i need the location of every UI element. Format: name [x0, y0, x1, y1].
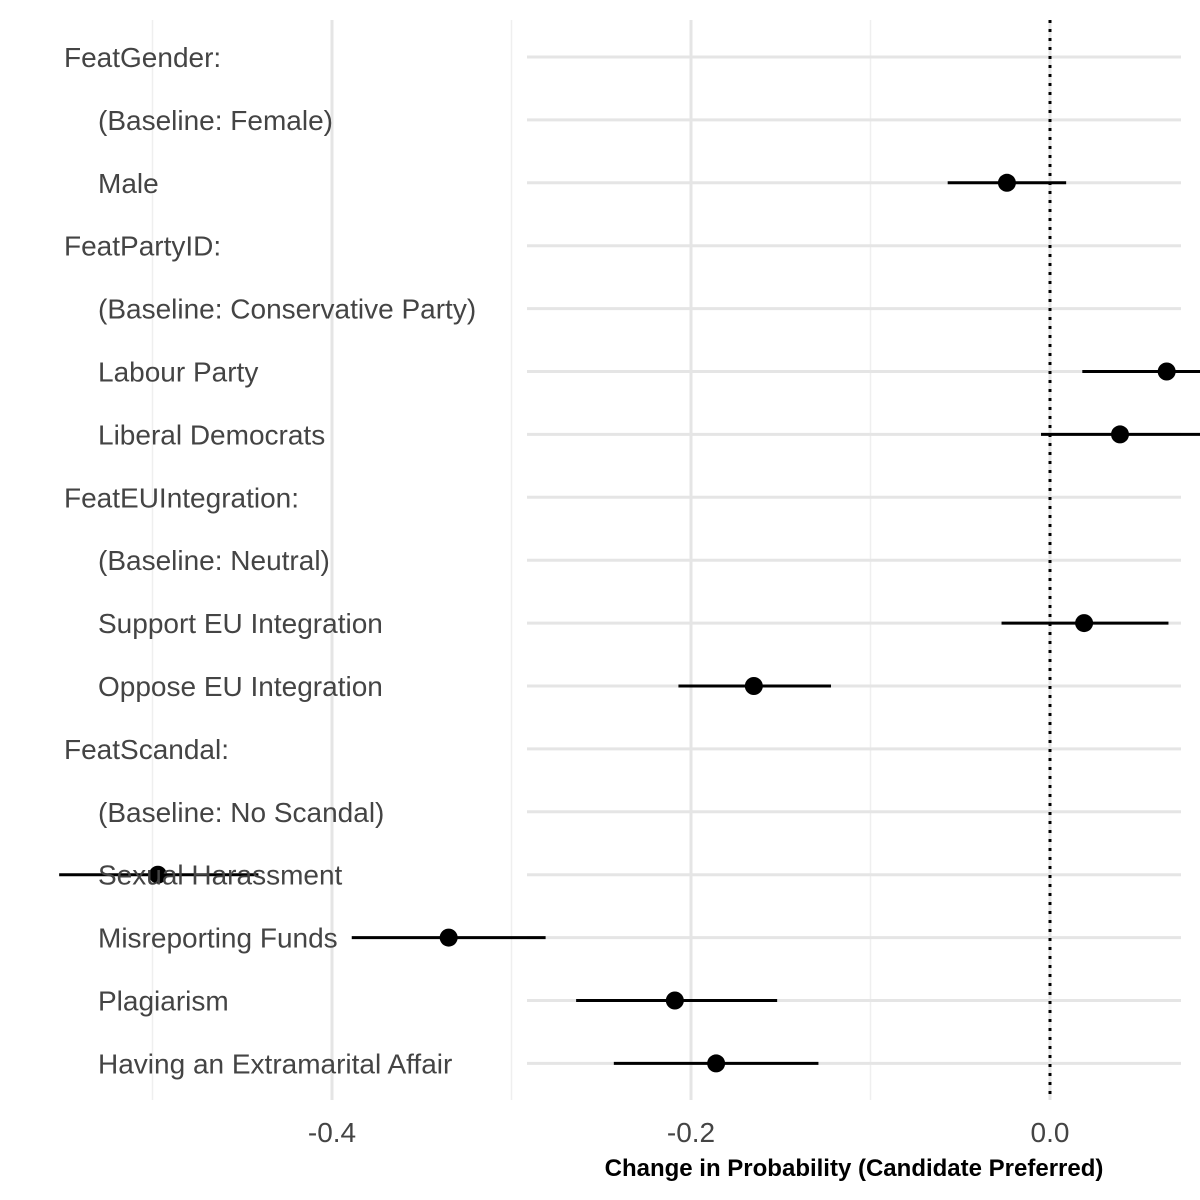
row-label: Support EU Integration [98, 608, 383, 639]
row-label: Labour Party [98, 357, 258, 388]
x-axis-ticks: -0.4 -0.2 0.0 [308, 1117, 1070, 1148]
point-estimate [1075, 614, 1094, 633]
row-labels: FeatGender: (Baseline: Female) Male FeatPar… [64, 42, 476, 1079]
x-tick-label: 0.0 [1031, 1117, 1070, 1148]
point-estimate [439, 928, 458, 947]
row-label: Liberal Democrats [98, 419, 325, 450]
row-label: (Baseline: No Scandal) [98, 797, 384, 828]
point-estimate [707, 1054, 726, 1073]
x-tick-label: -0.4 [308, 1117, 356, 1148]
row-label: Having an Extramarital Affair [98, 1048, 452, 1079]
point-estimate [1111, 425, 1130, 444]
point-estimate [997, 173, 1016, 192]
row-group-label: FeatGender: [64, 42, 221, 73]
row-group-label: FeatEUIntegration: [64, 482, 299, 513]
point-estimate [148, 865, 167, 884]
row-label: Plagiarism [98, 986, 229, 1017]
point-estimate [665, 991, 684, 1010]
point-estimate [744, 677, 763, 695]
row-label: (Baseline: Female) [98, 105, 333, 136]
row-group-label: FeatScandal: [64, 734, 229, 765]
row-label: Sexual Harassment [98, 860, 343, 891]
row-label: Oppose EU Integration [98, 671, 383, 702]
row-label: (Baseline: Conservative Party) [98, 294, 476, 325]
row-group-label: FeatPartyID: [64, 231, 221, 262]
point-estimates [148, 173, 1176, 1073]
row-label: Misreporting Funds [98, 923, 338, 954]
x-axis-title: Change in Probability (Candidate Preferr… [605, 1155, 1104, 1182]
x-tick-label: -0.2 [667, 1117, 715, 1148]
row-label: Male [98, 168, 159, 199]
row-label: (Baseline: Neutral) [98, 545, 330, 576]
point-estimate [1157, 362, 1176, 381]
